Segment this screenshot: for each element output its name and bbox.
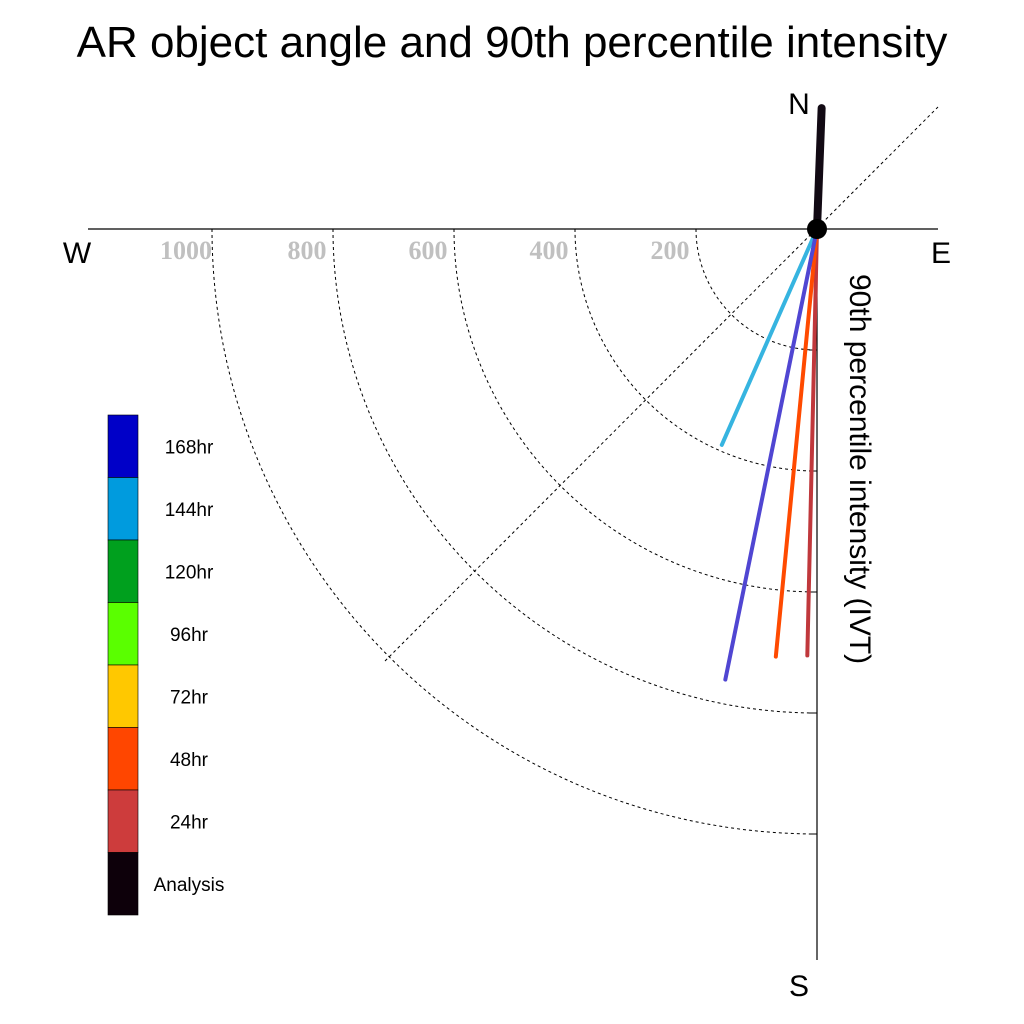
- legend-swatch-144hr: [107, 477, 139, 541]
- legend-label-96hr: 96hr: [170, 625, 209, 646]
- legend-label-analysis: Analysis: [154, 875, 225, 896]
- radial-tick-label-600: 600: [409, 236, 448, 265]
- chart-title: AR object angle and 90th percentile inte…: [77, 18, 948, 67]
- grid-arc-200: [695, 228, 818, 351]
- vector-48hr: [773, 227, 819, 659]
- compass-west: W: [63, 237, 92, 270]
- grid-arc-800: [332, 228, 818, 714]
- radial-tick-labels: 200 400 600 800 1000: [160, 236, 690, 265]
- legend-swatch-96hr: [107, 602, 139, 666]
- direction-vectors: [719, 104, 826, 682]
- y-axis-label: 90th percentile intensity (IVT): [843, 274, 876, 664]
- origin-marker: [807, 219, 827, 239]
- vector-144hr: [719, 227, 819, 447]
- legend-swatch-168hr: [107, 414, 139, 478]
- legend-label-72hr: 72hr: [170, 687, 209, 708]
- compass-north: N: [788, 88, 810, 121]
- legend-label-24hr: 24hr: [170, 812, 209, 833]
- legend-label-48hr: 48hr: [170, 750, 209, 771]
- diagonal-guide: [384, 106, 939, 662]
- radial-tick-label-1000: 1000: [160, 236, 212, 265]
- radial-tick-label-200: 200: [651, 236, 690, 265]
- radial-tick-label-800: 800: [288, 236, 327, 265]
- legend-swatch-120hr: [107, 539, 139, 603]
- legend-label-168hr: 168hr: [165, 437, 214, 458]
- legend: 168hr 144hr 120hr 96hr 72hr 48hr 24hr Analysis: [107, 414, 225, 916]
- legend-swatch-48hr: [107, 727, 139, 791]
- legend-label-120hr: 120hr: [165, 562, 214, 583]
- vector-24hr: [805, 227, 819, 658]
- legend-swatch-analysis: [107, 852, 139, 916]
- vector-168hr: [723, 227, 819, 682]
- compass-east: E: [931, 237, 951, 270]
- compass-south: S: [789, 970, 809, 1003]
- vector-analysis: [813, 104, 826, 233]
- grid-arc-400: [574, 228, 818, 472]
- legend-label-144hr: 144hr: [165, 500, 214, 521]
- legend-swatch-24hr: [107, 789, 139, 853]
- legend-swatch-72hr: [107, 664, 139, 728]
- radial-tick-label-400: 400: [530, 236, 569, 265]
